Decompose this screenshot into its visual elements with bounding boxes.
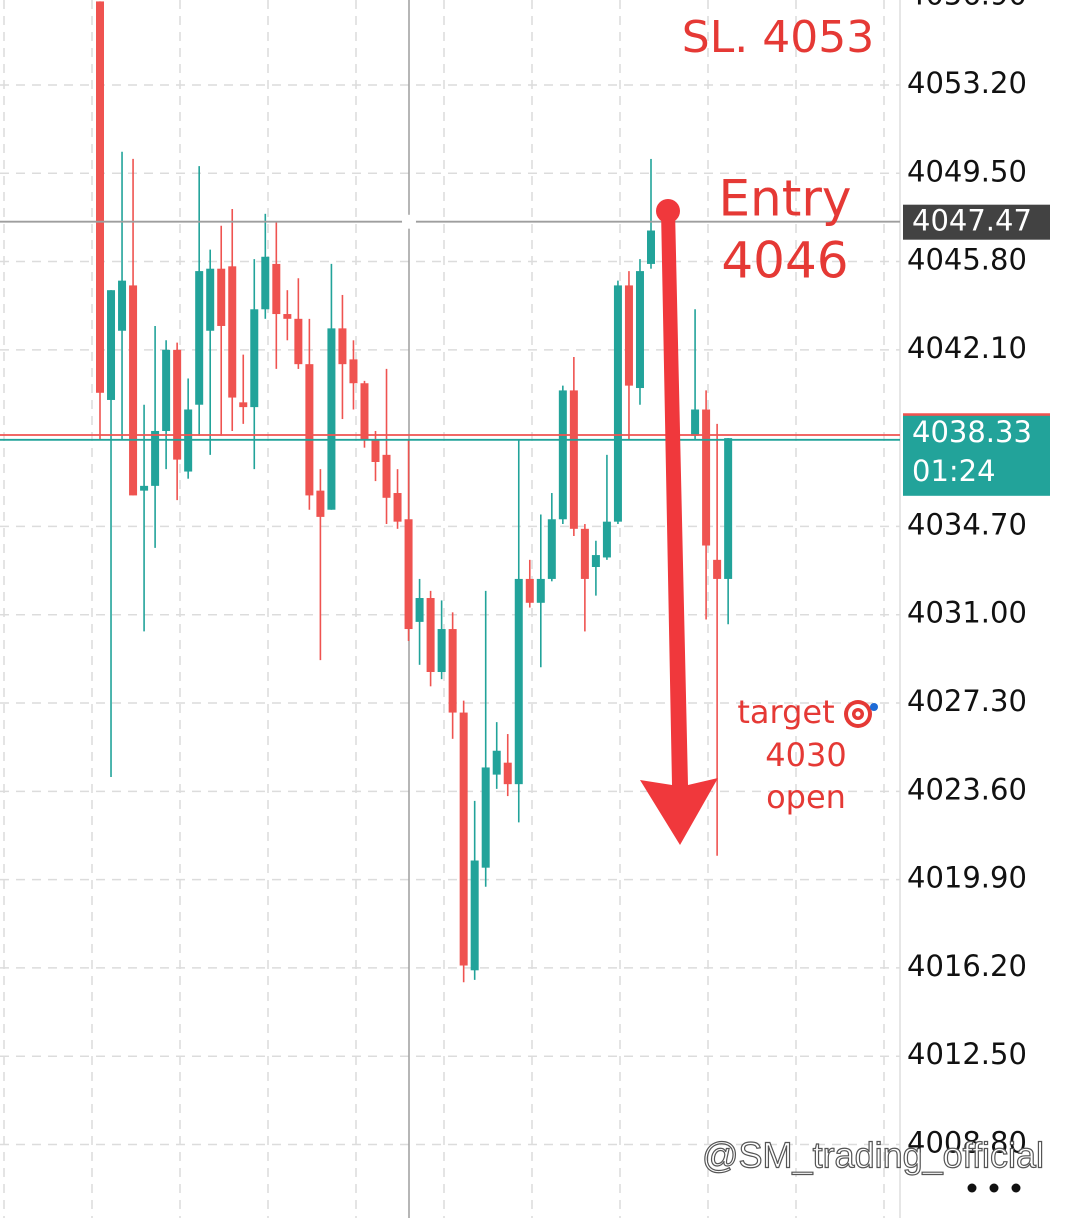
candle-body	[591, 555, 600, 567]
candle-body	[217, 268, 226, 326]
candle-body	[294, 318, 303, 365]
candle-body	[404, 519, 413, 630]
candle-body	[261, 256, 270, 310]
candle-body	[107, 290, 116, 400]
candle-body	[558, 390, 567, 520]
candle-body	[613, 285, 622, 522]
y-tick-label: 4042.10	[907, 331, 1027, 365]
candle-body	[426, 598, 435, 672]
candle-body	[459, 712, 468, 966]
menu-dot	[1011, 1183, 1021, 1193]
candle-body	[283, 314, 292, 319]
crosshair-center	[402, 214, 416, 229]
annotation: 4030	[765, 736, 846, 774]
y-tick-label: 4049.50	[907, 154, 1027, 188]
candle-body	[470, 860, 479, 971]
y-tick-label: 4045.80	[907, 243, 1027, 277]
annotation: SL. 4053	[682, 12, 874, 63]
annotation: Entry	[718, 170, 851, 228]
y-tick-label: 4031.00	[907, 596, 1027, 630]
candle-body	[228, 266, 237, 398]
candle-body	[239, 402, 248, 408]
y-tick-label: 4027.30	[907, 684, 1027, 718]
candle-body	[349, 359, 358, 384]
y-tick-label: 4012.50	[907, 1037, 1027, 1071]
candle-body	[415, 598, 424, 622]
menu-dot	[967, 1183, 977, 1193]
candle-body	[338, 328, 347, 365]
price-label: 4047.47	[912, 204, 1032, 238]
price-label-box	[903, 415, 1050, 496]
y-tick-label: 4019.90	[907, 861, 1027, 895]
candle-body	[437, 629, 446, 672]
candle-body	[580, 528, 589, 579]
y-tick-label: 4008.80	[907, 1126, 1027, 1160]
y-tick-label: 4056.90	[907, 0, 1027, 12]
candle-body	[691, 409, 700, 436]
candle-body	[96, 1, 104, 393]
candle-body	[195, 271, 204, 405]
candle-body	[371, 440, 380, 462]
arrow-cap	[656, 199, 680, 223]
candle-body	[569, 390, 578, 529]
candle-body	[481, 767, 490, 868]
candle-body	[547, 519, 556, 579]
candle-body	[316, 490, 325, 517]
candle-body	[635, 271, 644, 389]
candle-body	[250, 309, 259, 408]
candle-body	[129, 285, 138, 496]
candle-body	[118, 280, 127, 331]
candle-body	[162, 349, 171, 431]
candle-body	[525, 578, 534, 603]
countdown-label: 01:24	[912, 454, 996, 488]
candle-body	[713, 559, 722, 579]
price-label-box	[903, 204, 1050, 240]
watermark: @SM_trading_official	[702, 1135, 1044, 1176]
candle-body	[272, 263, 281, 315]
candle-body	[327, 328, 336, 510]
candle-body	[503, 762, 512, 785]
watermark-icon	[668, 1144, 700, 1176]
arrow	[640, 210, 718, 845]
target-dot	[870, 703, 878, 711]
candle-body	[206, 268, 215, 331]
annotation: open	[766, 778, 846, 816]
candle-body	[173, 349, 182, 460]
candle-body	[647, 230, 655, 264]
candle-body	[305, 364, 314, 496]
y-tick-label: 4034.70	[907, 507, 1027, 541]
candle-body	[382, 454, 391, 498]
annotation: 4046	[721, 232, 848, 290]
target-icon	[855, 711, 861, 717]
candle-body	[514, 578, 523, 785]
candle-body	[393, 493, 402, 522]
menu-dot	[989, 1183, 999, 1193]
candle-body	[151, 430, 160, 486]
candle-body	[536, 578, 545, 603]
candle-body	[492, 750, 501, 775]
candle-body	[602, 521, 611, 558]
price-label: 4038.33	[912, 415, 1032, 449]
candle-body	[702, 409, 711, 546]
candle-body	[448, 629, 457, 713]
y-tick-label: 4053.20	[907, 66, 1027, 100]
candle-body	[140, 485, 149, 491]
candle-body	[360, 383, 369, 441]
y-tick-label: 4016.20	[907, 949, 1027, 983]
annotation: target	[737, 693, 834, 731]
candle-body	[624, 285, 633, 386]
candle-body	[724, 438, 733, 579]
y-tick-label: 4023.60	[907, 772, 1027, 806]
